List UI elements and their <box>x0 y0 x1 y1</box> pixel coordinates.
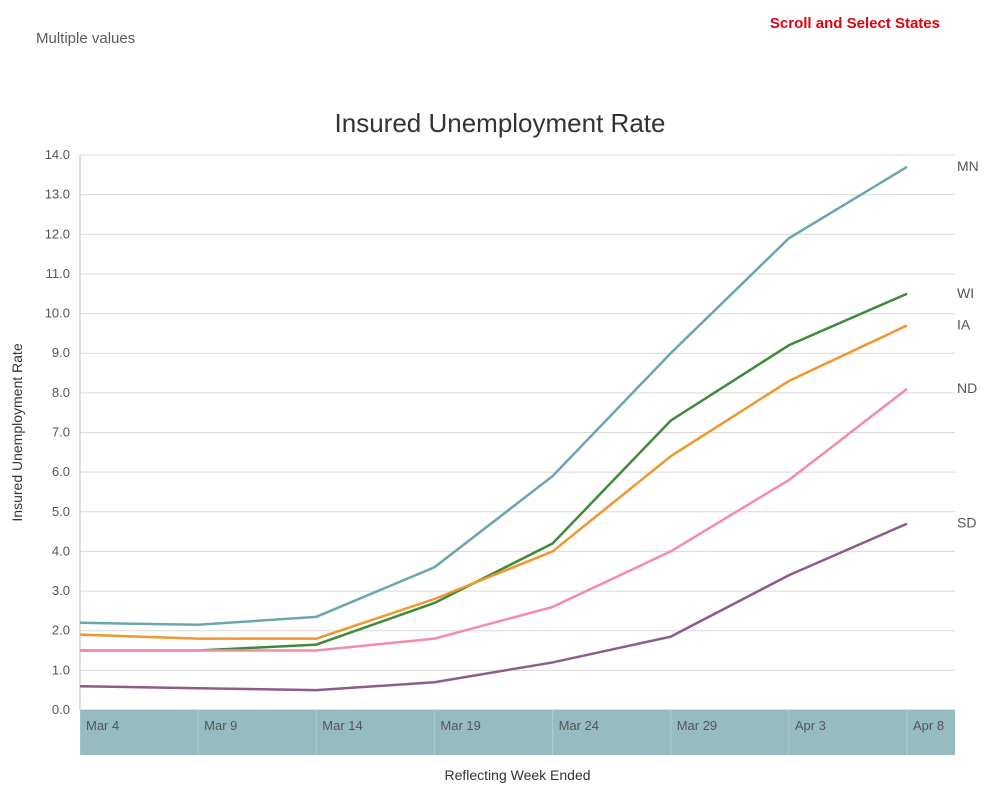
scroll-select-states-label[interactable]: Scroll and Select States <box>770 15 940 32</box>
svg-text:MN: MN <box>957 158 979 174</box>
svg-text:14.0: 14.0 <box>45 147 70 162</box>
chart-area: 0.0 1.0 2.0 3.0 4.0 5.0 6.0 7.0 8.0 9.0 10.0 11.0 12… <box>0 145 1000 800</box>
svg-text:10.0: 10.0 <box>45 306 70 321</box>
svg-text:4.0: 4.0 <box>52 543 70 558</box>
svg-text:Apr 8: Apr 8 <box>913 718 944 733</box>
svg-text:9.0: 9.0 <box>52 345 70 360</box>
svg-text:Mar 4: Mar 4 <box>86 718 119 733</box>
svg-text:Apr 3: Apr 3 <box>795 718 826 733</box>
svg-text:6.0: 6.0 <box>52 464 70 479</box>
svg-text:ND: ND <box>957 380 977 396</box>
svg-text:Mar 29: Mar 29 <box>677 718 717 733</box>
svg-text:7.0: 7.0 <box>52 425 70 440</box>
svg-text:Insured Unemployment Rate: Insured Unemployment Rate <box>9 343 25 521</box>
svg-text:Mar 24: Mar 24 <box>559 718 599 733</box>
chart-title: Insured Unemployment Rate <box>0 108 1000 139</box>
svg-text:1.0: 1.0 <box>52 662 70 677</box>
line-chart-svg[interactable]: 0.0 1.0 2.0 3.0 4.0 5.0 6.0 7.0 8.0 9.0 10.0 11.0 12… <box>0 145 1000 800</box>
svg-text:0.0: 0.0 <box>52 702 70 717</box>
svg-text:8.0: 8.0 <box>52 385 70 400</box>
svg-text:13.0: 13.0 <box>45 187 70 202</box>
svg-text:Reflecting Week Ended: Reflecting Week Ended <box>444 767 590 783</box>
filter-summary-text: Multiple values <box>36 30 135 47</box>
svg-text:Mar 19: Mar 19 <box>440 718 480 733</box>
svg-text:WI: WI <box>957 285 974 301</box>
svg-text:Mar 9: Mar 9 <box>204 718 237 733</box>
svg-text:3.0: 3.0 <box>52 583 70 598</box>
svg-text:5.0: 5.0 <box>52 504 70 519</box>
svg-text:2.0: 2.0 <box>52 623 70 638</box>
svg-text:12.0: 12.0 <box>45 226 70 241</box>
svg-text:11.0: 11.0 <box>46 266 70 281</box>
svg-text:SD: SD <box>957 515 976 531</box>
svg-text:IA: IA <box>957 316 971 332</box>
svg-text:Mar 14: Mar 14 <box>322 718 362 733</box>
